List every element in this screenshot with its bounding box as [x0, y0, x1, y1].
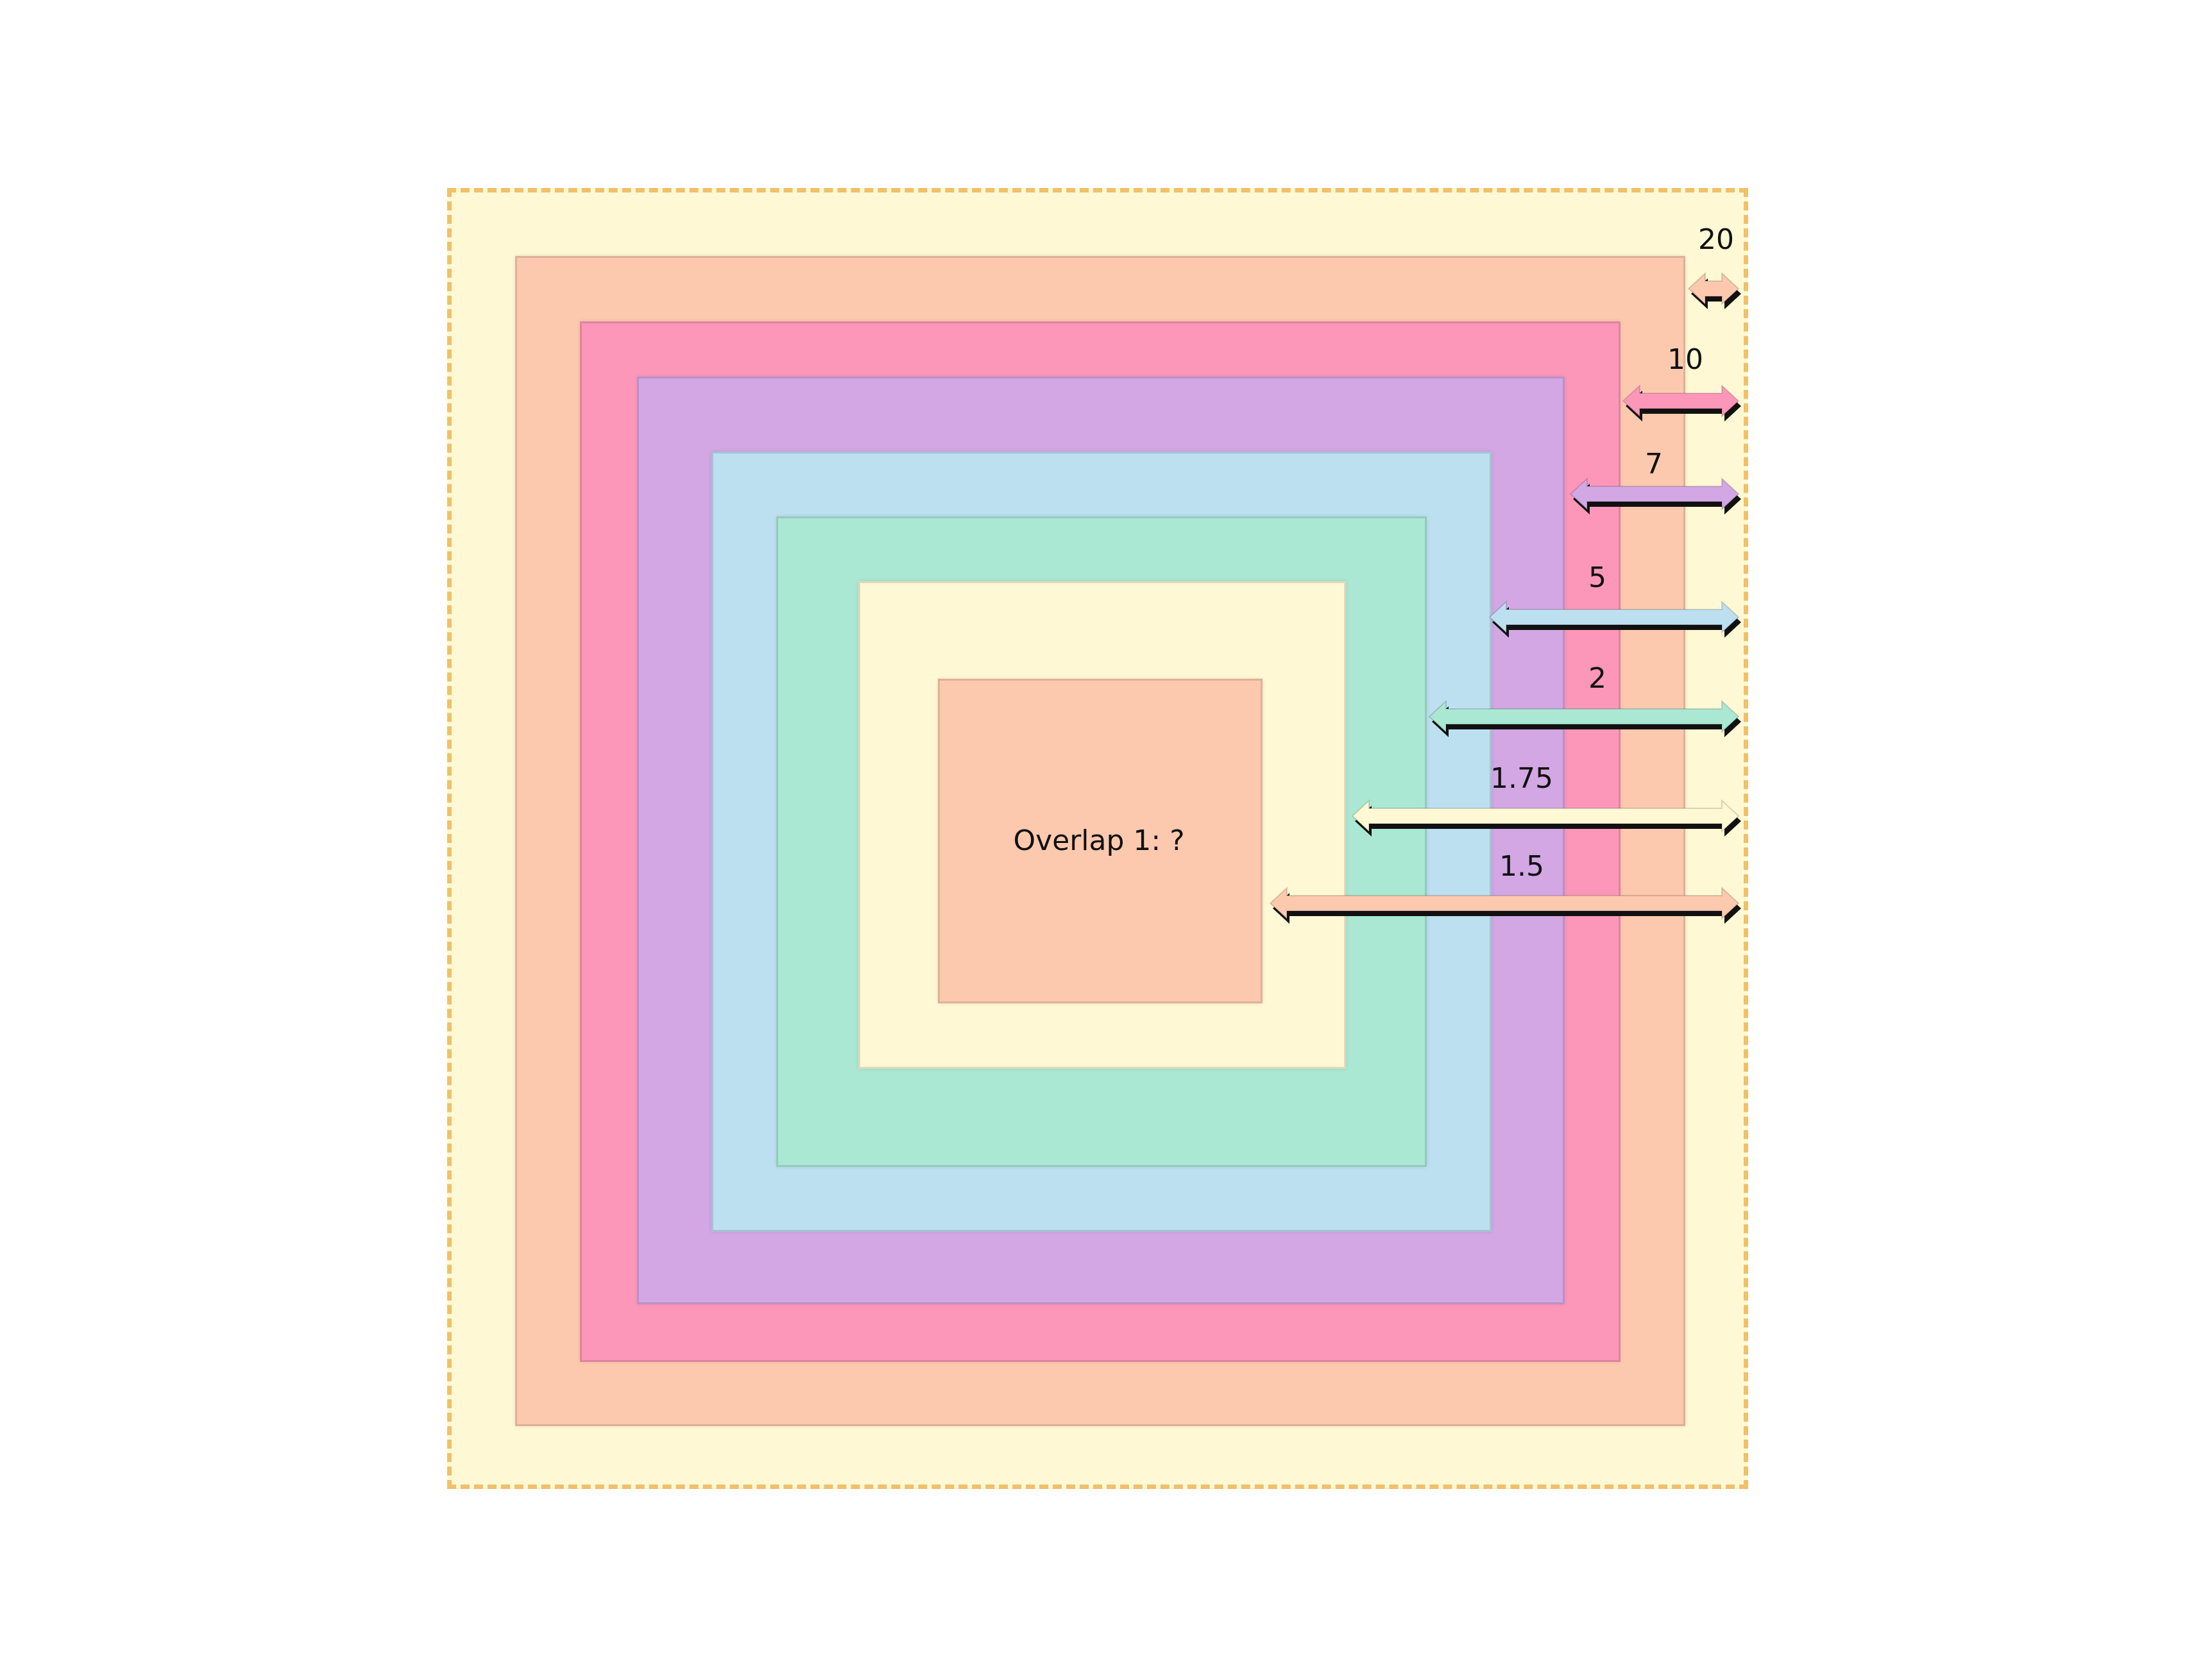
- level-1-5-box: [938, 679, 1263, 1003]
- dimension-label-1-75: 1.75: [1490, 762, 1553, 795]
- dimension-label-1-5: 1.5: [1499, 850, 1544, 883]
- dimension-arrow-10: [1622, 384, 1741, 421]
- dimension-label-7: 7: [1645, 448, 1663, 481]
- overlap-label: Overlap 1: ?: [1013, 824, 1185, 857]
- dimension-label-10: 10: [1667, 343, 1703, 376]
- dimension-label-20: 20: [1698, 223, 1734, 256]
- dimension-arrow-20: [1687, 271, 1741, 309]
- dimension-arrow-1-5: [1269, 886, 1741, 924]
- dimension-label-5: 5: [1588, 561, 1606, 594]
- arrow-body: [1488, 600, 1740, 634]
- arrow-body: [1569, 477, 1740, 511]
- dimension-arrow-7: [1569, 477, 1741, 515]
- arrow-body: [1428, 699, 1740, 734]
- dimension-label-2: 2: [1588, 662, 1606, 695]
- dimension-arrow-5: [1488, 600, 1741, 638]
- arrow-body: [1269, 886, 1740, 921]
- arrow-body: [1687, 271, 1740, 306]
- dimension-arrow-2: [1428, 699, 1741, 737]
- arrow-body: [1351, 799, 1740, 833]
- arrow-body: [1622, 384, 1740, 418]
- dimension-arrow-1-75: [1351, 799, 1741, 837]
